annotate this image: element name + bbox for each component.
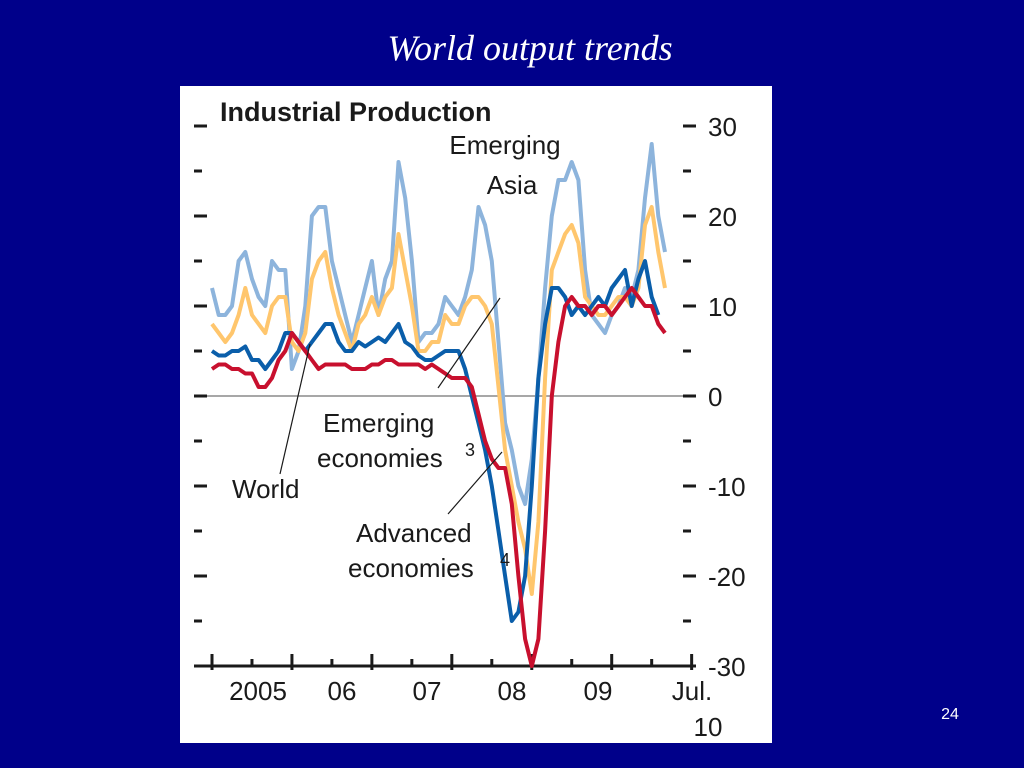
page-number: 24 xyxy=(941,706,959,723)
y-tick-label: -10 xyxy=(708,472,746,502)
series-label-emerging-economies: Emerging xyxy=(323,408,434,438)
x-tick-label: 07 xyxy=(413,676,442,706)
y-tick-label: 20 xyxy=(708,202,737,232)
series-line-world xyxy=(210,259,661,623)
series-label-footnote: 3 xyxy=(465,440,475,460)
x-tick-label: Jul. xyxy=(672,676,712,706)
chart-title: Industrial Production xyxy=(220,97,492,127)
series-label-emerging-asia: Emerging xyxy=(449,130,560,160)
series-line-emerging-economies xyxy=(210,205,667,596)
chart-panel: 30 20 10 0 -10 -20 -30 2005 06 07 08 09 Jul. 10 Indus… xyxy=(180,86,772,743)
x-tick-label: 2005 xyxy=(229,676,287,706)
chart-series-lines xyxy=(210,142,667,668)
y-tick-label: 30 xyxy=(708,112,737,142)
callout-advanced-economies xyxy=(447,451,503,515)
y-tick-label: 10 xyxy=(708,292,737,322)
series-line-advanced-economies xyxy=(210,286,667,668)
y-tick-label: 0 xyxy=(708,382,722,412)
x-tick-label: 09 xyxy=(584,676,613,706)
y-tick-label: -30 xyxy=(708,652,746,682)
x-tick-label-year: 10 xyxy=(694,712,723,742)
x-tick-label: 08 xyxy=(498,676,527,706)
slide-title: World output trends xyxy=(387,28,673,68)
series-label-advanced-economies: Advanced xyxy=(356,518,472,548)
industrial-production-chart: 30 20 10 0 -10 -20 -30 2005 06 07 08 09 Jul. 10 Indus… xyxy=(194,97,746,742)
y-tick-label: -20 xyxy=(708,562,746,592)
series-label-emerging-economies: economies xyxy=(317,443,443,473)
series-label-world: World xyxy=(232,474,299,504)
x-tick-label: 06 xyxy=(328,676,357,706)
chart-series-labels: Emerging Asia Emerging economies 3 World Advan… xyxy=(232,130,561,583)
series-label-advanced-economies: economies xyxy=(348,553,474,583)
series-label-emerging-asia: Asia xyxy=(487,170,538,200)
chart-callout-lines xyxy=(279,297,503,515)
chart-axes: 30 20 10 0 -10 -20 -30 2005 06 07 08 09 Jul. 10 xyxy=(194,112,746,742)
callout-emerging-economies xyxy=(437,297,501,389)
callout-world xyxy=(279,343,311,475)
series-label-footnote: 4 xyxy=(500,550,510,570)
